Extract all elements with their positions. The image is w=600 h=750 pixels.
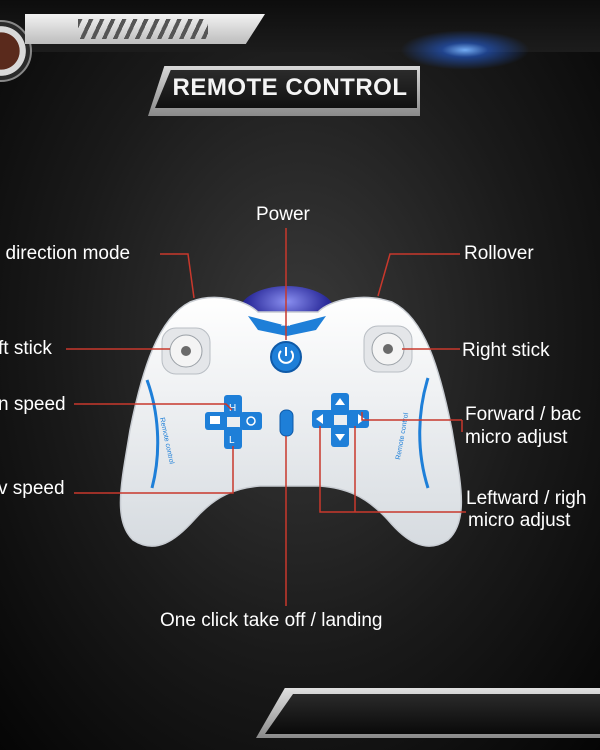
- power-button: [270, 341, 302, 373]
- page-title: REMOTE CONTROL: [172, 74, 408, 101]
- label-high-speed: n speed: [0, 394, 66, 415]
- takeoff-button: [279, 409, 294, 437]
- bottom-plate-inner: [265, 694, 600, 734]
- label-direction-mode: l direction mode: [0, 243, 131, 264]
- wing-logo: [248, 316, 326, 336]
- label-forward-back-1: Forward / bac: [465, 404, 582, 425]
- left-dpad: H L: [205, 395, 262, 449]
- blue-light-flare: [400, 30, 530, 70]
- label-forward-back-2: micro adjust: [465, 427, 568, 448]
- label-left-stick: ft stick: [0, 338, 52, 359]
- high-speed-key: H: [229, 403, 236, 414]
- low-speed-key: L: [229, 435, 235, 446]
- label-left-right-2: micro adjust: [468, 510, 571, 531]
- title-plate-inner: [155, 70, 417, 108]
- label-power: Power: [256, 204, 310, 225]
- right-swoosh: [418, 377, 430, 489]
- label-low-speed: v speed: [0, 478, 65, 499]
- right-dpad: [312, 393, 369, 447]
- label-left-right-1: Leftward / righ: [466, 488, 587, 509]
- left-swoosh: [145, 379, 160, 489]
- leader-lines: [66, 228, 466, 606]
- label-rollover: Rollover: [464, 243, 534, 264]
- label-right-stick: Right stick: [462, 340, 550, 361]
- label-takeoff-landing: One click take off / landing: [160, 610, 383, 631]
- header-stripes: [78, 19, 208, 39]
